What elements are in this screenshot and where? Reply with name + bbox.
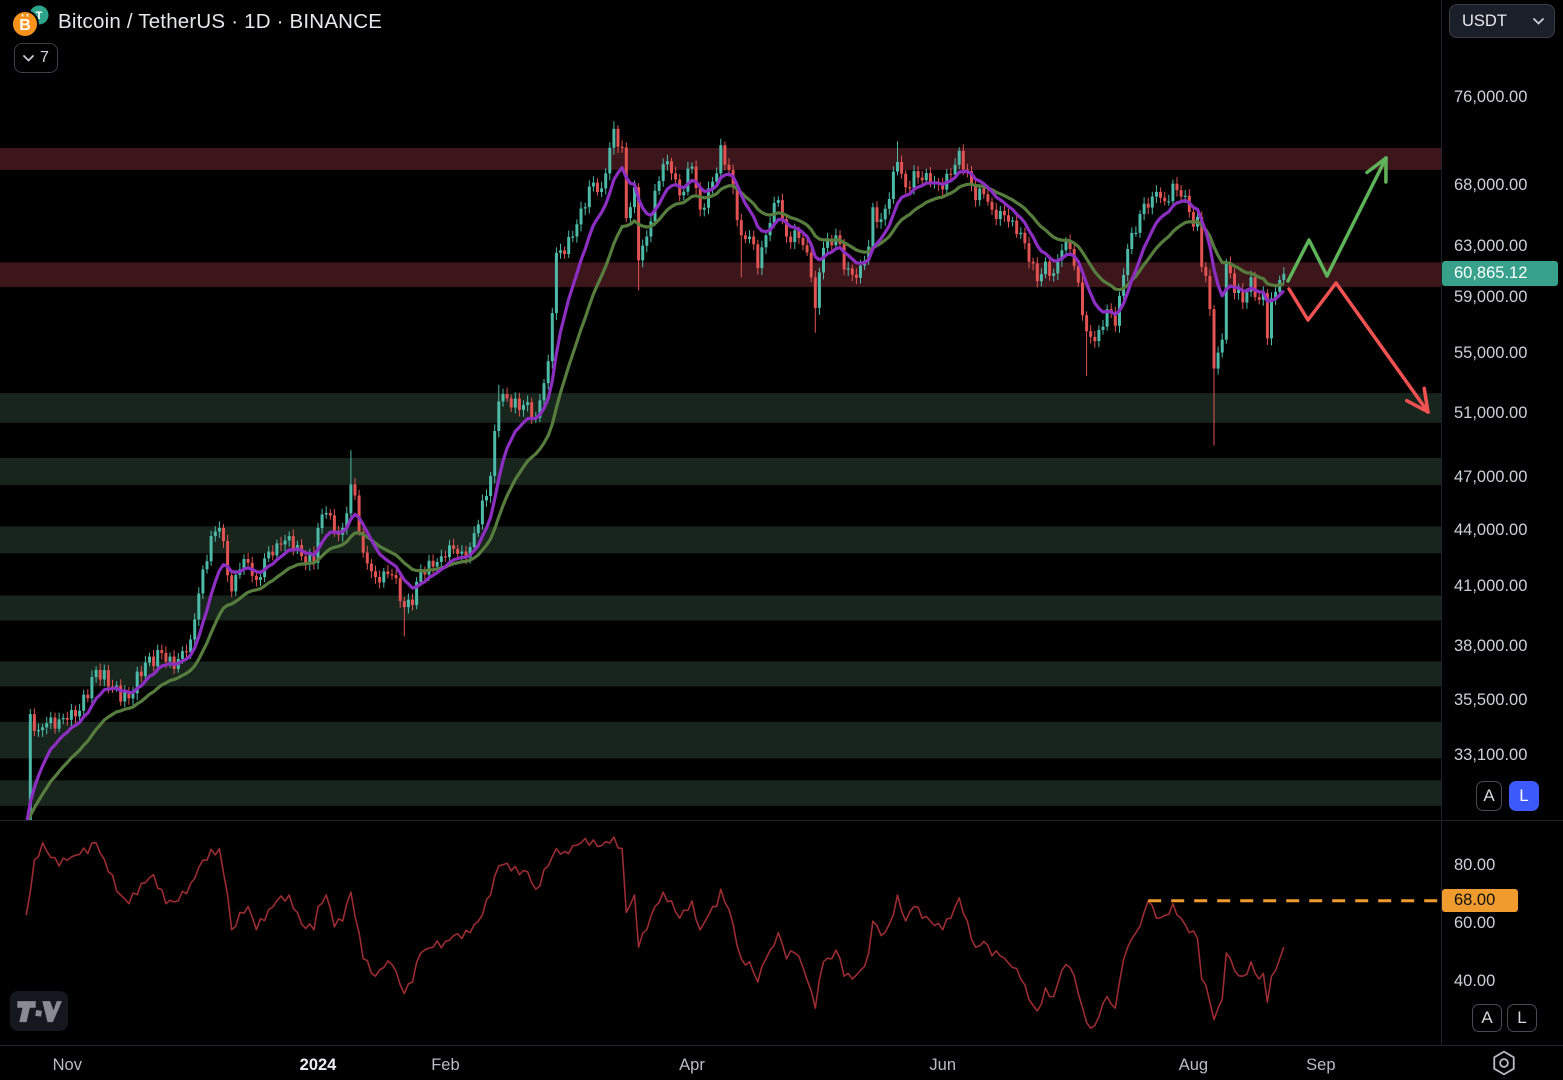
price-tick-label: 55,000.00 — [1454, 344, 1528, 362]
rsi-pane — [25, 836, 1441, 1029]
month-label: Jun — [929, 1056, 957, 1074]
bull-arrow-drawing[interactable] — [1286, 156, 1388, 283]
currency-select[interactable]: USDT — [1449, 4, 1555, 38]
auto-scale-button[interactable]: A — [1476, 781, 1502, 811]
svg-text:B: B — [19, 17, 31, 34]
month-label: Apr — [679, 1056, 705, 1074]
candlestick-series[interactable] — [25, 121, 1286, 834]
price-tick-label: 38,000.00 — [1454, 636, 1528, 655]
indicator-count-badge[interactable]: 7 — [14, 43, 58, 73]
bitcoin-icon — [11, 10, 39, 38]
currency-select-value: USDT — [1462, 11, 1507, 30]
price-tick-label: 33,100.00 — [1454, 746, 1528, 764]
support-zone[interactable] — [0, 393, 1441, 423]
month-label: Nov — [52, 1056, 82, 1074]
price-tick-label: 51,000.00 — [1454, 403, 1528, 422]
rsi-auto-scale-button[interactable]: A — [1472, 1004, 1502, 1032]
moving-averages — [25, 166, 1285, 826]
settings-button[interactable] — [1490, 1049, 1518, 1077]
support-zone[interactable] — [0, 458, 1441, 485]
rsi-line[interactable] — [25, 836, 1285, 1029]
price-tick-label: 76,000.00 — [1454, 88, 1528, 106]
price-tick-label: 47,000.00 — [1454, 468, 1528, 487]
last-price-label: 60,865.12 — [1442, 260, 1558, 286]
ma-slow-line[interactable] — [26, 182, 1285, 826]
price-tick-label: 41,000.00 — [1454, 576, 1528, 595]
gear-icon — [1493, 1050, 1515, 1076]
chart-title: Bitcoin / TetherUS · 1D · BINANCE — [58, 10, 383, 33]
month-label: Feb — [431, 1056, 460, 1074]
tradingview-logo[interactable] — [10, 991, 68, 1031]
ma-fast-line[interactable] — [25, 166, 1285, 826]
support-zone[interactable] — [0, 661, 1441, 687]
rsi-level-label: 68.00 — [1442, 888, 1518, 912]
chevron-down-icon — [1533, 17, 1544, 25]
price-tick-label: 63,000.00 — [1454, 236, 1528, 255]
price-tick-label: 35,500.00 — [1454, 690, 1528, 709]
support-zone[interactable] — [0, 595, 1441, 621]
log-scale-button[interactable]: L — [1509, 781, 1539, 811]
price-tick-label: 59,000.00 — [1454, 288, 1528, 307]
month-label: Aug — [1178, 1056, 1209, 1074]
support-zone[interactable] — [0, 780, 1441, 806]
support-zone[interactable] — [0, 721, 1441, 759]
indicator-count: 7 — [40, 49, 49, 66]
chart-header: T B Bitcoin / TetherUS · 1D · BINANCE — [8, 4, 382, 40]
month-label: Sep — [1306, 1056, 1336, 1074]
support-zone[interactable] — [0, 526, 1441, 554]
rsi-log-scale-button[interactable]: L — [1507, 1004, 1537, 1032]
rsi-tick-label: 60.00 — [1454, 914, 1496, 932]
tradingview-logo-glyph — [17, 1001, 62, 1023]
price-tick-label: 68,000.00 — [1454, 176, 1528, 195]
price-tick-label: 44,000.00 — [1454, 520, 1528, 539]
bear-arrow-drawing[interactable] — [1287, 281, 1430, 414]
time-axis[interactable]: Nov 2024 Feb Apr Jun Aug Sep — [0, 1046, 1563, 1080]
price-zones — [0, 148, 1441, 806]
rsi-tick-label: 80.00 — [1454, 856, 1496, 874]
rsi-tick-label: 40.00 — [1454, 972, 1496, 990]
svg-text:T: T — [36, 10, 43, 22]
symbol-logo: T B — [11, 5, 49, 38]
chevron-down-icon — [23, 54, 34, 62]
month-label: 2024 — [299, 1056, 337, 1074]
